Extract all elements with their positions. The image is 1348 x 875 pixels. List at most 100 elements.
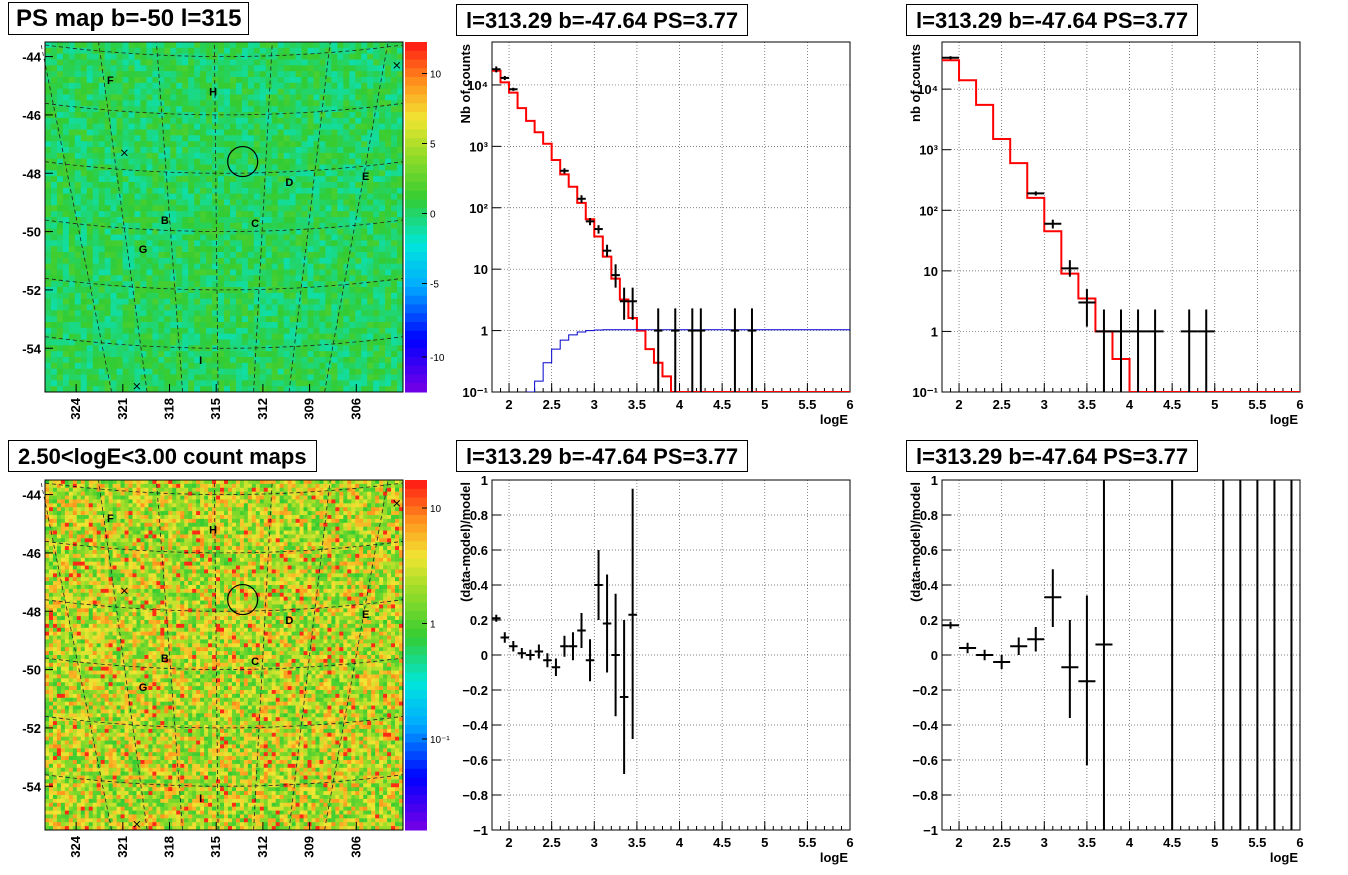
spec2-x-tick: 2: [955, 397, 962, 412]
res2-panel: 2 2.5 3 3.5 4 4.5 5 5.5 6 1 0.8 0.6 0.4 0.2 0 −0.2 −0.4 −…: [908, 473, 1304, 865]
source-label-g: G: [139, 682, 148, 694]
res1-y-tick: −1: [473, 823, 488, 838]
map_top-y-tick: -44: [22, 50, 42, 65]
res1-y-tick: −0.2: [462, 683, 488, 698]
spec2-x-tick: 2.5: [993, 397, 1011, 412]
map_bottom-x-tick: 318: [162, 836, 177, 858]
source-label-d: D: [285, 615, 293, 627]
source-cross-marker: [133, 382, 141, 390]
spec1-x-tick: 3.5: [628, 397, 646, 412]
spec1-x-axis-title: logE: [820, 412, 848, 427]
data-point: [628, 287, 637, 320]
spec1-y-tick: 10³: [469, 139, 488, 154]
data-point: [1112, 309, 1130, 392]
data-point: [560, 635, 569, 657]
map_bottom-y-tick: -50: [22, 663, 41, 678]
map_top-colorbar-tick: 10: [430, 70, 442, 81]
res2-plot-area: [942, 480, 1293, 830]
res1-x-tick: 5.5: [798, 835, 816, 850]
spec1-y-tick: 1: [481, 324, 488, 339]
map_bottom-x-tick: 309: [302, 836, 317, 858]
data-point: [942, 621, 960, 629]
data-point: [1010, 637, 1028, 655]
spec1-x-tick: 4.5: [713, 397, 731, 412]
data-point: [688, 308, 697, 392]
data-point: [671, 308, 680, 392]
source-cross-marker: [393, 499, 401, 507]
map_bottom-colorbar-tick: 1: [430, 620, 436, 631]
data-point: [1197, 309, 1215, 392]
res2-x-tick: 2: [955, 835, 962, 850]
spec2-y-tick: 10: [924, 264, 938, 279]
res2-x-tick: 4: [1126, 835, 1134, 850]
spec2-y-tick: 10²: [919, 203, 938, 218]
res1-x-tick: 2: [505, 835, 512, 850]
data-point: [1095, 309, 1113, 392]
source-cross-marker: [121, 149, 128, 157]
map_bottom-x-tick: 324: [68, 835, 83, 857]
map_top-colorbar-tick: -10: [430, 353, 445, 364]
data-point: [509, 87, 518, 91]
spectrum-left-title: l=313.29 b=-47.64 PS=3.77: [456, 4, 749, 36]
map_top-colorbar: 10 5 0 -5 -10: [405, 42, 445, 393]
data-point: [492, 66, 501, 73]
spec1-plot-area: [492, 66, 850, 392]
res2-x-tick: 3: [1041, 835, 1048, 850]
source-label-h: H: [209, 525, 217, 537]
spec2-y-tick: 10⁴: [917, 82, 938, 97]
data-point: [1078, 289, 1096, 327]
data-point: [1044, 219, 1062, 229]
spec2-x-tick: 3: [1041, 397, 1048, 412]
res2-y-tick: 1: [931, 473, 938, 488]
data-point: [611, 264, 620, 288]
res2-y-tick: −0.2: [912, 683, 938, 698]
data-point: [1095, 480, 1113, 830]
res2-y-tick: 0.2: [920, 613, 938, 628]
spec1-x-tick: 5: [761, 397, 768, 412]
source-label-b: B: [161, 653, 169, 665]
ps-candidate-circle: [227, 145, 259, 178]
source-label-f: F: [107, 75, 114, 87]
spec1-y-tick: 10⁻¹: [462, 385, 488, 400]
res2-y-tick: 0.6: [920, 543, 938, 558]
source-cross-marker: [121, 587, 128, 595]
res2-y-axis-title: (data-model)/model: [908, 482, 923, 602]
data-point: [1078, 595, 1096, 766]
data-point: [585, 218, 595, 226]
data-point: [696, 308, 706, 392]
spec1-y-tick: 10²: [469, 201, 488, 216]
spec1-x-tick: 3: [591, 397, 598, 412]
res1-y-tick: −0.8: [462, 788, 488, 803]
map_bottom-graticule: [40, 479, 404, 831]
spec2-y-tick: 1: [931, 324, 938, 339]
data-point: [577, 613, 586, 648]
data-point: [1146, 309, 1164, 392]
data-point: [500, 632, 510, 643]
res1-panel: 2 2.5 3 3.5 4 4.5 5 5.5 6 1 0.8 0.6 0.4 0.2 0 −0.2 −0.4 −…: [458, 473, 854, 865]
res1-y-tick: 0.2: [470, 613, 488, 628]
res2-x-tick: 5: [1211, 835, 1218, 850]
res2-frame: [941, 479, 1301, 831]
res2-y-tick: 0.8: [920, 508, 938, 523]
spec2-y-tick: 10⁻¹: [912, 385, 938, 400]
data-point: [619, 620, 629, 774]
map_top-y-tick: -52: [22, 283, 41, 298]
data-point: [942, 56, 960, 60]
res2-x-axis-title: logE: [1270, 850, 1298, 865]
data-point: [1027, 627, 1045, 652]
res1-x-tick: 3: [591, 835, 598, 850]
res1-plot-area: [492, 488, 637, 774]
map_top-y-tick: -48: [22, 166, 41, 181]
res1-y-tick: −0.4: [462, 718, 488, 733]
map_bottom-x-tick: 321: [115, 836, 130, 858]
map_top-x-tick: 321: [115, 398, 130, 420]
map_top-y-tick: -54: [22, 341, 42, 356]
map_top-pixels: [45, 42, 404, 393]
spec1-x-tick: 2.5: [543, 397, 561, 412]
spec1-y-axis-title: Nb of counts: [458, 44, 473, 123]
data-point: [628, 488, 637, 739]
spec1-y-tick: 10⁴: [467, 78, 488, 93]
res2-x-tick: 3.5: [1078, 835, 1096, 850]
spec2-x-tick: 6: [1296, 397, 1303, 412]
